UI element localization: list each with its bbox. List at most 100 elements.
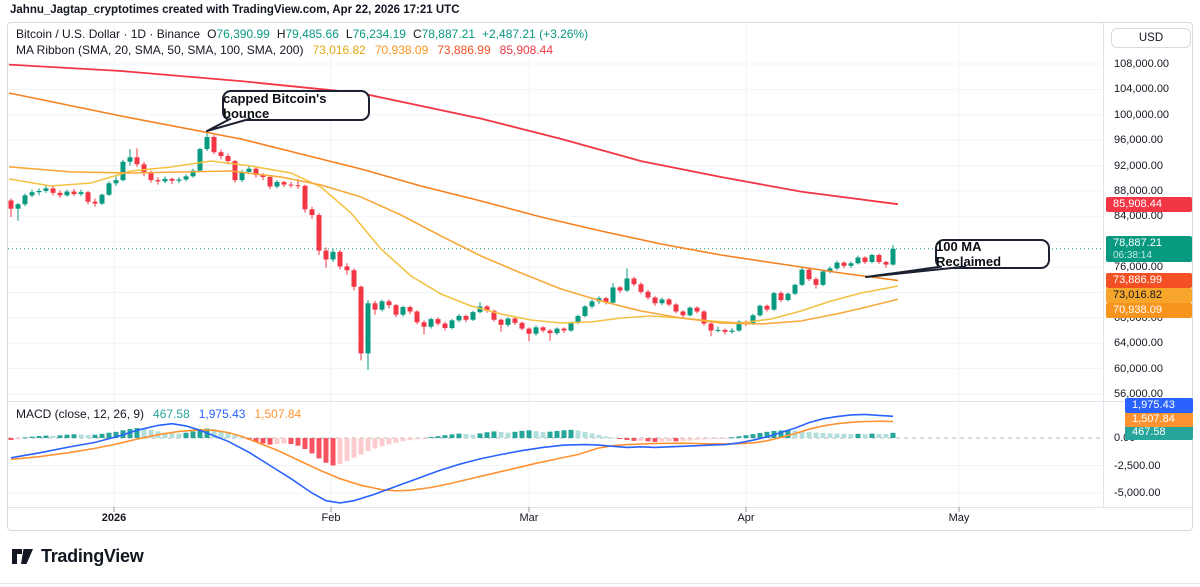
candle-body xyxy=(680,311,686,316)
candle-body xyxy=(190,170,196,177)
macd-title[interactable]: MACD (close, 12, 26, 9) xyxy=(16,407,145,421)
symbol-title[interactable]: Bitcoin / U.S. Dollar · 1D · Binance xyxy=(16,27,201,41)
macd-main-line xyxy=(10,413,894,504)
candle-body xyxy=(659,299,665,304)
macd-histogram-bar xyxy=(666,438,672,442)
ma-ribbon-title[interactable]: MA Ribbon (SMA, 20, SMA, 50, SMA, 100, S… xyxy=(16,43,304,57)
ma-ribbon-lines[interactable] xyxy=(8,63,899,325)
candle-body xyxy=(848,263,854,266)
candle-body xyxy=(225,156,231,162)
macd-histogram-bar xyxy=(379,438,385,447)
candle-body xyxy=(302,185,308,210)
chart-frame: Bitcoin / U.S. Dollar · 1D · Binance O76,… xyxy=(7,22,1193,531)
macd-histogram-bar xyxy=(820,433,826,438)
macd-histogram-bar xyxy=(176,433,182,438)
currency-unit-button[interactable]: USD xyxy=(1111,28,1191,48)
candle-body xyxy=(323,250,329,260)
macd-histogram-bar xyxy=(274,438,280,445)
callout-annotation[interactable] xyxy=(865,239,1050,278)
macd-histogram-bar xyxy=(540,432,546,438)
low-label: L xyxy=(345,27,353,41)
candle-body xyxy=(344,266,350,271)
candle-body xyxy=(491,310,497,320)
macd-histogram-bar xyxy=(631,438,637,441)
macd-histogram-bar xyxy=(673,438,679,442)
candle-body xyxy=(792,284,798,294)
macd-histogram-bar xyxy=(890,432,896,438)
macd-histogram-bar xyxy=(267,438,273,445)
macd-signal-value: 1,507.84 xyxy=(254,407,302,421)
candle-body xyxy=(477,306,483,313)
callout-bubble[interactable] xyxy=(222,90,370,121)
candle-body xyxy=(526,328,532,334)
macd-histogram-bar xyxy=(232,435,238,438)
macd-histogram-bar xyxy=(834,433,840,438)
callout-100ma-reclaimed[interactable]: 100 MA Reclaimed xyxy=(936,239,1002,269)
macd-histogram-bar xyxy=(596,434,602,438)
macd-histogram-bar xyxy=(386,438,392,445)
candle-body xyxy=(589,301,595,307)
candle-body xyxy=(155,180,161,182)
close-value: 78,887.21 xyxy=(421,27,476,41)
macd-histogram-bar xyxy=(603,436,609,438)
candle-body xyxy=(722,329,728,332)
candle-body xyxy=(246,168,252,172)
candle-body xyxy=(708,323,714,331)
macd-histogram-bar xyxy=(428,437,434,439)
macd-histogram[interactable] xyxy=(8,428,896,466)
tradingview-logo[interactable]: TradingView xyxy=(11,545,144,568)
macd-histogram-bar xyxy=(323,438,329,463)
candle-body xyxy=(15,204,21,209)
macd-histogram-bar xyxy=(512,431,518,438)
ma-ribbon-row[interactable]: MA Ribbon (SMA, 20, SMA, 50, SMA, 100, S… xyxy=(16,42,588,58)
candle-body xyxy=(127,157,133,162)
candlestick-series[interactable] xyxy=(8,130,896,370)
macd-histogram-bar xyxy=(708,438,714,440)
candle-body xyxy=(456,315,462,321)
symbol-row[interactable]: Bitcoin / U.S. Dollar · 1D · Binance O76,… xyxy=(16,26,588,42)
candle-body xyxy=(50,188,56,193)
candle-body xyxy=(22,195,28,205)
macd-histogram-bar xyxy=(638,438,644,441)
high-value: 79,485.66 xyxy=(285,27,339,41)
candle-body xyxy=(624,278,630,291)
candle-body xyxy=(176,179,182,181)
macd-histogram-bar xyxy=(778,430,784,438)
candle-body xyxy=(267,176,273,187)
candle-body xyxy=(365,303,371,354)
high-label: H xyxy=(276,27,286,41)
macd-histogram-bar xyxy=(533,431,539,438)
macd-histogram-bar xyxy=(813,432,819,438)
candle-body xyxy=(820,271,826,285)
candle-body xyxy=(330,251,336,260)
macd-histogram-bar xyxy=(680,438,686,441)
candle-body xyxy=(547,330,553,334)
macd-lines[interactable] xyxy=(10,413,894,504)
chart-canvas[interactable] xyxy=(8,23,1192,530)
candle-body xyxy=(575,315,581,323)
candle-body xyxy=(183,176,189,180)
candle-body xyxy=(855,257,861,264)
macd-histogram-bar xyxy=(71,434,77,438)
callout-bubble[interactable] xyxy=(935,239,1050,269)
candle-body xyxy=(141,164,147,174)
candle-body xyxy=(603,298,609,303)
macd-histogram-bar xyxy=(701,438,707,440)
callout-capped-bounce[interactable]: capped Bitcoin's bounce xyxy=(223,90,327,121)
macd-histogram-bar xyxy=(421,438,427,439)
candle-body xyxy=(561,328,567,331)
callout-annotation[interactable] xyxy=(206,90,370,132)
candle-body xyxy=(64,191,70,196)
macd-histogram-bar xyxy=(351,438,357,458)
macd-histogram-bar xyxy=(827,433,833,438)
macd-legend-row[interactable]: MACD (close, 12, 26, 9) 467.58 1,975.43 1,5… xyxy=(16,407,301,421)
candle-body xyxy=(715,329,721,331)
candle-body xyxy=(463,315,469,320)
candle-body xyxy=(673,304,679,312)
macd-histogram-bar xyxy=(561,430,567,438)
macd-histogram-bar xyxy=(785,430,791,438)
macd-histogram-bar xyxy=(869,433,875,438)
macd-histogram-bar xyxy=(414,438,420,440)
candle-body xyxy=(372,303,378,310)
macd-histogram-bar xyxy=(92,434,98,438)
